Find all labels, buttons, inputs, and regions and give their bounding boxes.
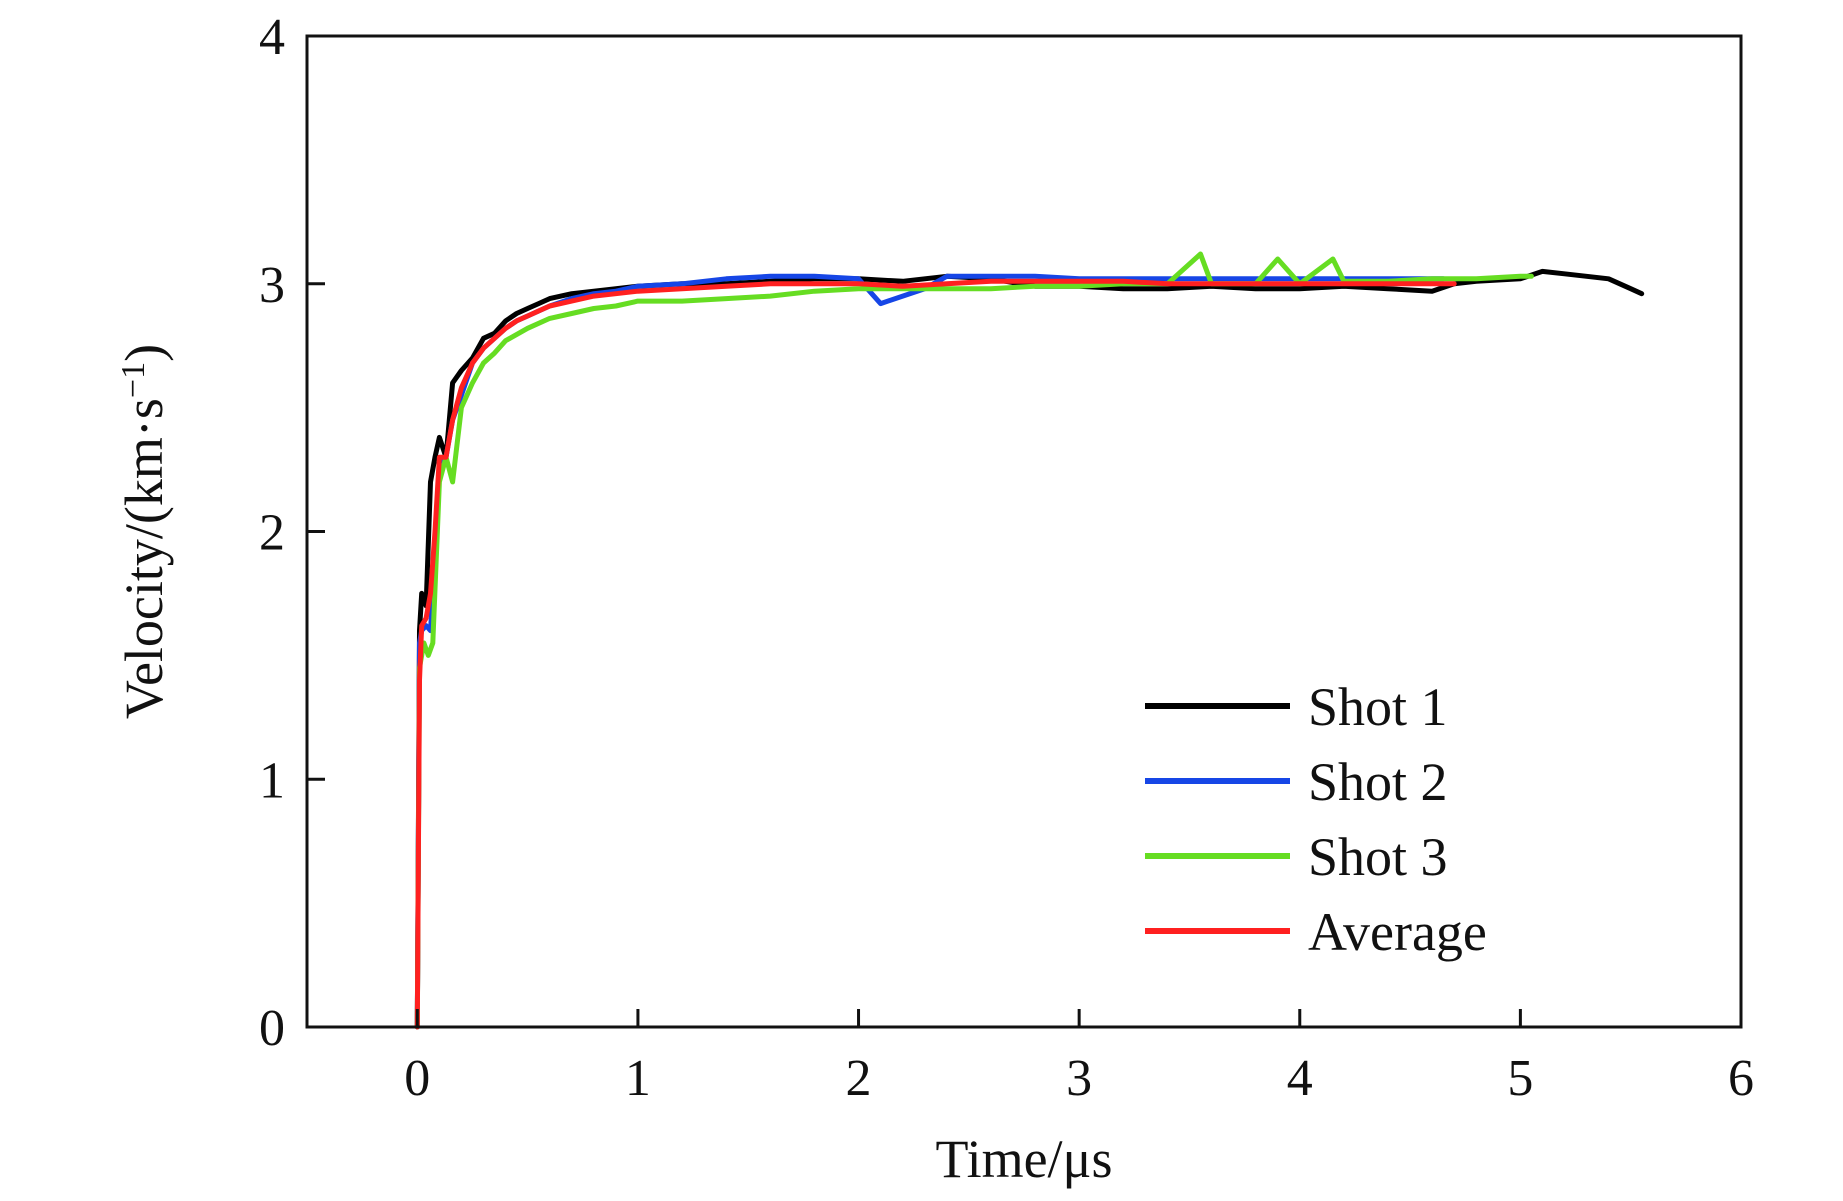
series-line-average	[414, 278, 1457, 1030]
legend: Shot 1 Shot 2 Shot 3 Average	[1145, 677, 1487, 962]
legend-label: Average	[1308, 902, 1487, 962]
y-axis-ticks: 0 1 2 3 4	[259, 9, 325, 1057]
x-tick-label: 3	[1066, 1050, 1092, 1107]
y-tick-label: 3	[259, 257, 285, 314]
y-tick-label: 1	[259, 752, 285, 809]
x-axis-label: Time/μs	[935, 1129, 1112, 1189]
legend-label: Shot 1	[1308, 677, 1448, 737]
x-axis-ticks: 0 1 2 3 4 5 6	[404, 1009, 1754, 1107]
series-layer	[414, 251, 1645, 1030]
legend-label: Shot 3	[1308, 827, 1448, 887]
y-axis-label-suffix: )	[114, 344, 174, 362]
x-tick-label: 0	[404, 1050, 430, 1107]
y-axis-label-main: Velocity/(km·s	[114, 398, 174, 719]
x-tick-label: 5	[1507, 1050, 1533, 1107]
x-tick-label: 2	[846, 1050, 872, 1107]
legend-label: Shot 2	[1308, 752, 1448, 812]
x-tick-label: 4	[1287, 1050, 1313, 1107]
y-tick-label: 2	[259, 505, 285, 562]
y-axis-label: Velocity/(km·s−1)	[114, 344, 174, 719]
series-line-shot-2	[414, 273, 1446, 1030]
y-axis-label-superscript: −1	[115, 362, 152, 398]
plot-frame	[305, 34, 1743, 1029]
y-tick-label: 0	[259, 1000, 285, 1057]
x-tick-label: 1	[625, 1050, 651, 1107]
x-tick-label: 6	[1728, 1050, 1754, 1107]
y-tick-label: 4	[259, 9, 285, 66]
